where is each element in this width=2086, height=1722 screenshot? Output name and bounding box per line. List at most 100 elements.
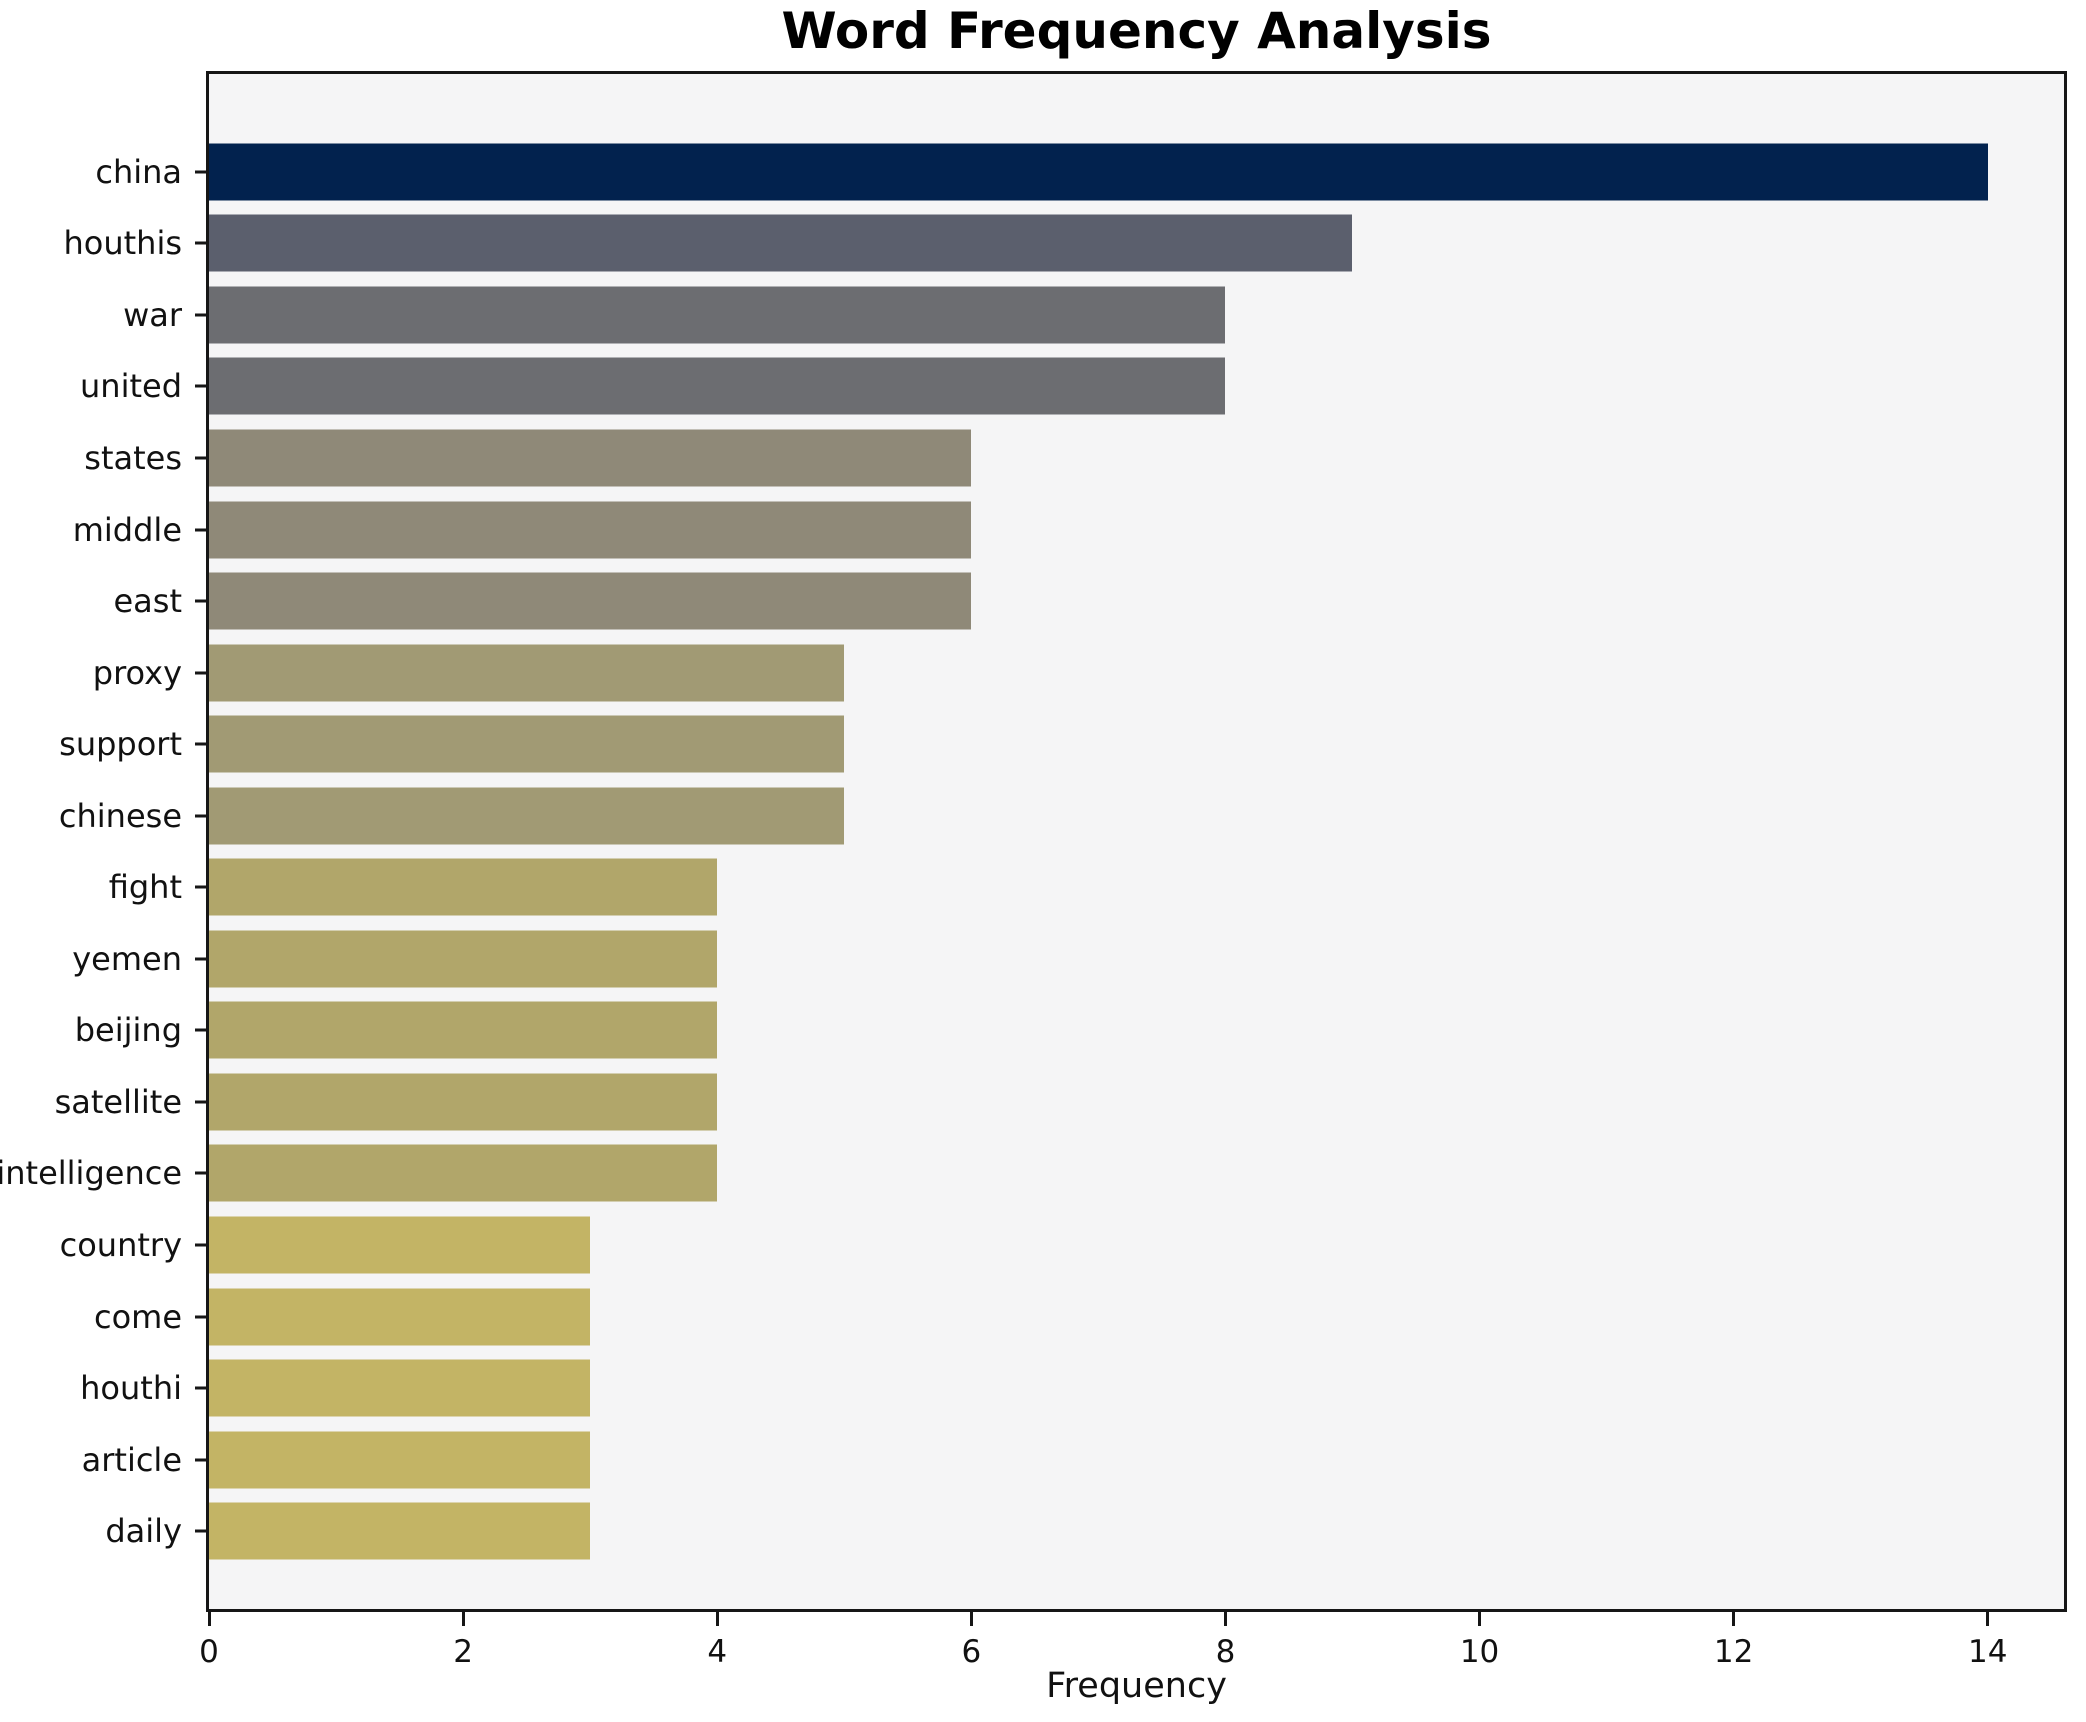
y-tick-mark [195,1171,206,1175]
frequency-bar [209,501,972,558]
y-tick-label: united [80,367,182,406]
x-tick-mark [1732,1612,1736,1626]
y-tick-mark [195,1315,206,1319]
y-tick-mark [195,814,206,818]
x-tick-label: 8 [1215,1634,1236,1670]
y-tick-label: proxy [92,653,182,692]
y-tick-mark [195,170,206,174]
frequency-bar [209,644,845,702]
bar-row: country [60,1209,2064,1281]
x-tick-mark [1223,1612,1227,1626]
bar-row: united [80,351,2064,423]
x-tick-mark [1478,1612,1482,1626]
y-tick-mark [195,671,206,675]
bar-row: yemen [72,923,2064,995]
y-tick-label: yemen [72,939,182,978]
frequency-bar [209,429,972,487]
y-tick-label: fight [108,868,182,907]
x-tick-label: 10 [1459,1634,1500,1670]
y-tick-mark [195,742,206,746]
bar-row: east [113,565,2064,637]
y-tick-label: states [84,438,182,477]
frequency-bar [209,1001,718,1059]
x-tick-label: 14 [1968,1634,2008,1670]
frequency-bar [209,1144,718,1202]
chart-title: Word Frequency Analysis [781,2,1492,60]
y-tick-mark [195,456,206,460]
x-tick-mark [969,1612,973,1626]
y-tick-label: beijing [74,1011,182,1050]
frequency-bar [209,143,1988,201]
y-tick-mark [195,313,206,317]
bar-row: satellite [55,1066,2064,1138]
bars-container: china houthis war united states middle east pro… [0,74,2064,1609]
x-axis-label: Frequency [1046,1666,1227,1706]
y-tick-label: war [123,295,182,334]
x-axis: 0 2 4 6 8 10 12 14 [199,1612,2067,1692]
y-tick-label: chinese [58,796,182,835]
y-tick-mark [195,1243,206,1247]
bar-row: daily [105,1495,2064,1567]
frequency-bar [209,930,718,988]
x-tick-label: 0 [199,1634,219,1670]
y-tick-label: china [95,152,182,191]
bar-row: houthis [63,208,2064,280]
frequency-bar [209,1288,591,1346]
bar-row: intelligence [0,1138,2064,1210]
bar-row: beijing [75,995,2064,1067]
y-tick-mark [195,885,206,889]
x-tick-mark [461,1612,465,1626]
plot-area: china houthis war united states middle east pro… [0,71,2067,1612]
y-tick-label: intelligence [0,1154,182,1193]
y-tick-mark [195,1529,206,1533]
bar-row: china [95,136,2064,208]
x-tick-mark [207,1612,211,1626]
frequency-bar [209,1502,591,1560]
bar-row: houthi [80,1352,2064,1424]
frequency-bar [209,1359,591,1417]
x-tick-mark [1986,1612,1990,1626]
frequency-bar [209,715,845,773]
frequency-bar [209,1431,591,1489]
y-tick-mark [195,957,206,961]
y-tick-label: article [81,1440,182,1479]
bar-row: chinese [59,780,2064,852]
bar-row: fight [109,851,2064,923]
frequency-bar [209,286,1226,344]
y-tick-label: east [113,582,182,621]
y-tick-mark [195,1458,206,1462]
y-tick-mark [195,528,206,531]
y-tick-label: houthi [80,1369,182,1408]
y-tick-mark [195,241,206,245]
frequency-bar [209,357,1226,415]
y-tick-mark [195,599,206,603]
x-tick-mark [715,1612,719,1626]
y-tick-mark [195,384,206,388]
y-tick-label: support [59,725,182,764]
bar-row: middle [73,494,2064,566]
frequency-bar [209,1073,718,1131]
frequency-bar [209,572,972,630]
y-tick-label: satellite [54,1082,182,1121]
y-tick-label: houthis [63,224,182,263]
y-tick-mark [195,1028,206,1032]
y-tick-mark [195,1386,206,1390]
bar-row: come [94,1281,2064,1353]
x-tick-label: 12 [1713,1634,1754,1670]
x-tick-label: 6 [961,1634,982,1670]
bar-row: support [59,708,2064,780]
bar-row: proxy [93,637,2064,709]
y-tick-label: daily [105,1512,182,1551]
y-tick-label: country [59,1225,182,1264]
y-tick-mark [195,1100,206,1104]
x-tick-label: 2 [453,1634,473,1670]
x-tick-label: 4 [707,1634,728,1670]
frequency-bar [209,214,1353,272]
bar-row: states [84,422,2064,494]
frequency-bar [209,858,718,916]
y-tick-label: come [93,1297,182,1336]
frequency-bar [209,787,845,845]
bar-row: article [82,1424,2064,1496]
frequency-bar [209,1216,591,1274]
